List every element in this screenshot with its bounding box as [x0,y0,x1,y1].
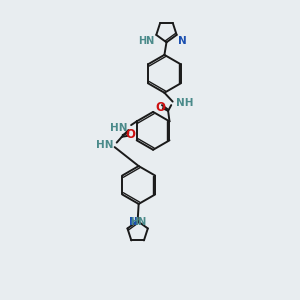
Text: HN: HN [110,123,128,133]
Text: N: N [178,36,187,46]
Text: O: O [125,128,136,141]
Text: NH: NH [176,98,193,108]
Text: HN: HN [96,140,114,150]
Text: N: N [129,218,138,227]
Text: O: O [155,101,165,114]
Text: HN: HN [139,36,155,46]
Text: HN: HN [130,218,146,227]
